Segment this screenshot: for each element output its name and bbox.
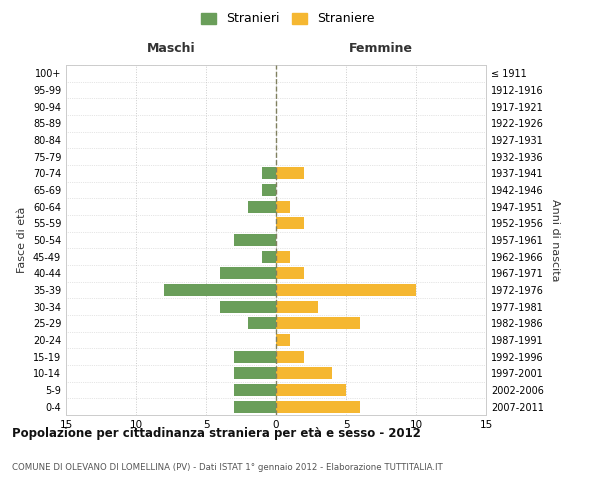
Bar [234, 384, 276, 396]
Bar [248, 318, 276, 330]
Bar [276, 284, 416, 296]
Bar [276, 268, 304, 280]
Bar [234, 350, 276, 362]
Bar [276, 384, 346, 396]
Y-axis label: Anni di nascita: Anni di nascita [550, 198, 560, 281]
Bar [234, 234, 276, 246]
Bar [276, 334, 290, 346]
Bar [276, 218, 304, 230]
Bar [276, 400, 360, 412]
Text: Popolazione per cittadinanza straniera per età e sesso - 2012: Popolazione per cittadinanza straniera p… [12, 428, 421, 440]
Bar [248, 200, 276, 212]
Text: COMUNE DI OLEVANO DI LOMELLINA (PV) - Dati ISTAT 1° gennaio 2012 - Elaborazione : COMUNE DI OLEVANO DI LOMELLINA (PV) - Da… [12, 462, 443, 471]
Y-axis label: Fasce di età: Fasce di età [17, 207, 27, 273]
Bar [276, 368, 332, 380]
Bar [220, 268, 276, 280]
Bar [164, 284, 276, 296]
Bar [276, 350, 304, 362]
Bar [262, 184, 276, 196]
Bar [262, 168, 276, 179]
Bar [220, 300, 276, 312]
Bar [262, 250, 276, 262]
Bar [276, 250, 290, 262]
Text: Maschi: Maschi [146, 42, 196, 55]
Bar [276, 300, 318, 312]
Bar [234, 400, 276, 412]
Text: Femmine: Femmine [349, 42, 413, 55]
Bar [276, 200, 290, 212]
Bar [276, 318, 360, 330]
Legend: Stranieri, Straniere: Stranieri, Straniere [197, 8, 379, 29]
Bar [276, 168, 304, 179]
Bar [234, 368, 276, 380]
